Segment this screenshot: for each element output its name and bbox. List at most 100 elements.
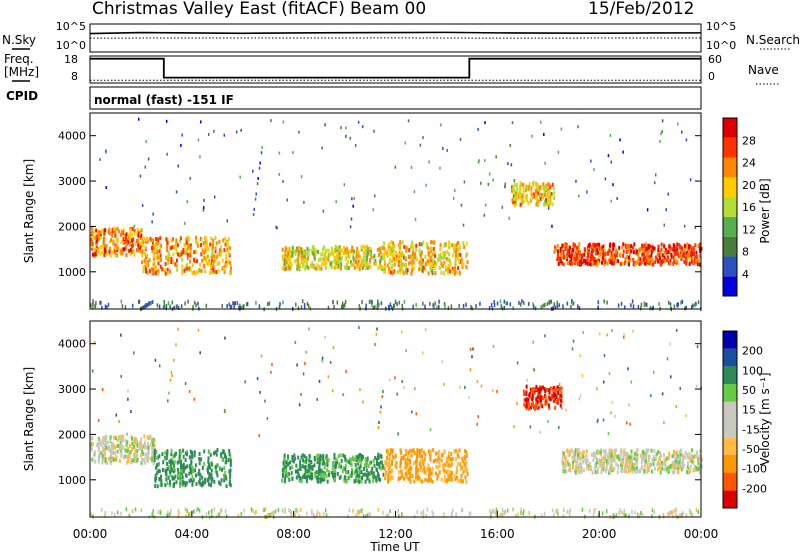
echo-cell (618, 304, 620, 308)
echo-cell (421, 480, 423, 484)
echo-cell (145, 453, 147, 457)
echo-cell (149, 434, 151, 438)
echo-cell (208, 511, 210, 515)
echo-cell (694, 243, 696, 247)
echo-cell (301, 175, 303, 178)
echo-cell (533, 182, 535, 186)
echo-cell (289, 466, 291, 470)
echo-cell (352, 509, 354, 513)
echo-cell (434, 250, 436, 254)
echo-cell (691, 248, 693, 252)
echo-cell (382, 390, 384, 393)
echo-cell (631, 450, 633, 454)
echo-cell (637, 448, 639, 452)
echo-cell (646, 450, 648, 454)
echo-cell (361, 263, 363, 267)
echo-cell (381, 301, 383, 305)
echo-cell (189, 254, 191, 258)
echo-cell (120, 375, 122, 378)
echo-cell (415, 244, 417, 248)
velocity-colorbar-segment (723, 420, 737, 438)
echo-cell (397, 270, 399, 274)
echo-cell (654, 181, 656, 184)
echo-cell (502, 206, 504, 209)
power-colorbar-tick: 4 (742, 268, 749, 281)
echo-cell (627, 465, 629, 469)
echo-cell (422, 241, 424, 245)
echo-cell (199, 269, 201, 273)
echo-cell (586, 464, 588, 468)
echo-cell (137, 228, 139, 232)
echo-cell (376, 333, 378, 336)
echo-cell (491, 303, 493, 307)
echo-cell (603, 381, 605, 384)
echo-cell (561, 460, 563, 464)
echo-cell (125, 449, 127, 453)
echo-cell (267, 417, 269, 420)
echo-cell (464, 475, 466, 479)
echo-cell (595, 244, 597, 248)
echo-cell (126, 507, 128, 511)
echo-cell (224, 453, 226, 457)
echo-cell (493, 345, 495, 348)
echo-cell (104, 250, 106, 254)
echo-cell (682, 300, 684, 304)
echo-cell (127, 449, 129, 453)
echo-cell (100, 245, 102, 249)
echo-cell (562, 244, 564, 248)
echo-cell (352, 205, 354, 208)
echo-cell (528, 402, 530, 406)
echo-cell (117, 450, 119, 454)
echo-cell (628, 459, 630, 463)
echo-cell (361, 510, 363, 514)
echo-cell (255, 192, 257, 195)
echo-cell (540, 197, 542, 201)
echo-cell (534, 405, 536, 409)
echo-cell (664, 463, 666, 467)
echo-cell (687, 455, 689, 459)
echo-cell (457, 462, 459, 466)
echo-cell (347, 470, 349, 474)
echo-cell (622, 151, 624, 154)
echo-cell (441, 478, 443, 482)
echo-cell (205, 249, 207, 253)
echo-cell (425, 184, 427, 187)
echo-cell (535, 196, 537, 200)
echo-cell (523, 199, 525, 203)
echo-cell (680, 301, 682, 305)
echo-cell (255, 198, 257, 201)
echo-cell (444, 256, 446, 260)
echo-cell (160, 244, 162, 248)
echo-cell (176, 259, 178, 263)
echo-cell (191, 271, 193, 275)
echo-cell (582, 460, 584, 464)
echo-cell (298, 247, 300, 251)
velocity-colorbar-tick: -200 (742, 482, 767, 495)
echo-cell (405, 459, 407, 463)
echo-cell (193, 258, 195, 262)
echo-cell (144, 461, 146, 465)
echo-cell (176, 268, 178, 272)
echo-cell (310, 460, 312, 464)
echo-cell (172, 455, 174, 459)
echo-cell (471, 355, 473, 358)
echo-cell (559, 303, 561, 307)
echo-cell (636, 250, 638, 254)
echo-cell (660, 263, 662, 267)
echo-cell (211, 463, 213, 467)
echo-cell (160, 265, 162, 269)
echo-cell (290, 509, 292, 513)
echo-cell (357, 265, 359, 269)
echo-cell (157, 237, 159, 241)
echo-cell (448, 306, 450, 310)
echo-cell (177, 461, 179, 465)
echo-cell (308, 458, 310, 462)
echo-cell (117, 511, 119, 515)
echo-cell (429, 302, 431, 306)
echo-cell (421, 250, 423, 254)
echo-cell (565, 408, 567, 411)
echo-cell (131, 458, 133, 462)
echo-cell (540, 121, 542, 124)
echo-cell (164, 483, 166, 487)
echo-cell (335, 265, 337, 269)
